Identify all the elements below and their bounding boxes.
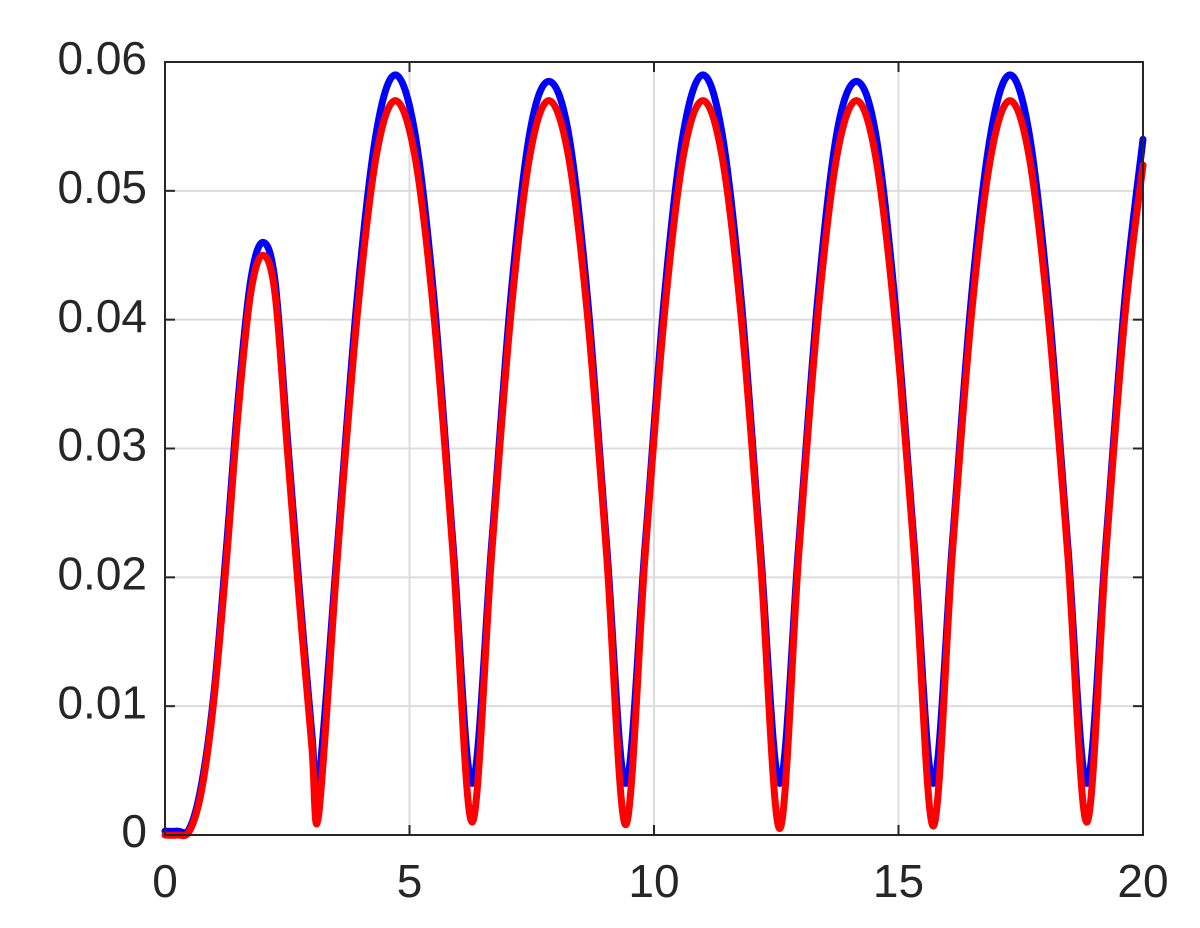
y-tick-label: 0.05 xyxy=(57,161,147,213)
x-tick-label: 20 xyxy=(1117,855,1168,907)
axes-box xyxy=(164,61,1144,836)
x-tick-label: 15 xyxy=(873,855,924,907)
y-tick-label: 0.03 xyxy=(57,419,147,471)
x-tick-label: 10 xyxy=(628,855,679,907)
data-line xyxy=(161,97,1147,840)
y-tick-label: 0 xyxy=(121,805,147,857)
y-tick-label: 0.02 xyxy=(57,547,147,599)
y-tick-label: 0.04 xyxy=(57,290,147,342)
x-tick-label: 0 xyxy=(152,855,178,907)
y-tick-label: 0.06 xyxy=(57,32,147,84)
y-tick-label: 0.01 xyxy=(57,676,147,728)
x-tick-label: 5 xyxy=(397,855,423,907)
